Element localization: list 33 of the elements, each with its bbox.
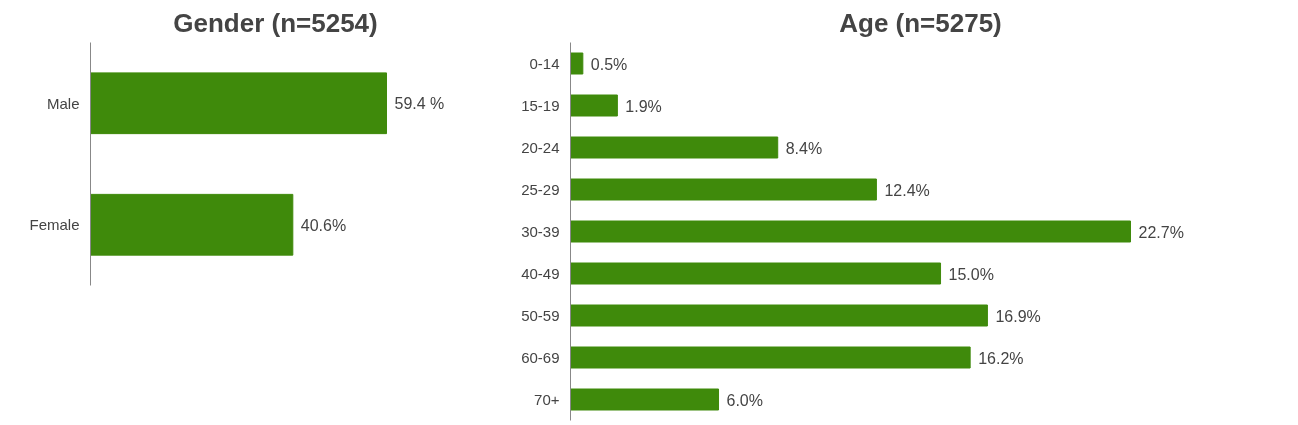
data-label: 12.4% xyxy=(884,181,930,199)
y-tick-label: 60-69 xyxy=(521,348,560,366)
bar xyxy=(570,94,618,117)
y-tick-label: 70+ xyxy=(534,390,560,408)
data-label: 22.7% xyxy=(1138,223,1184,241)
chart-title: Gender (n=5254) xyxy=(173,7,378,38)
bar xyxy=(570,388,720,411)
bar xyxy=(570,220,1131,243)
chart-title: Age (n=5275) xyxy=(839,7,1002,38)
y-tick-label: 20-24 xyxy=(521,138,560,156)
data-label: 16.2% xyxy=(978,349,1024,367)
data-label: 15.0% xyxy=(948,265,994,283)
y-tick-label: Male xyxy=(46,94,80,112)
data-label: 16.9% xyxy=(995,307,1041,325)
bar xyxy=(570,136,779,159)
data-label: 8.4% xyxy=(785,139,823,157)
bar xyxy=(570,178,877,201)
data-label: 0.5% xyxy=(590,55,628,73)
y-tick-label: 0-14 xyxy=(529,54,560,72)
bar xyxy=(570,304,988,327)
data-label: 6.0% xyxy=(726,391,763,409)
data-label: 40.6% xyxy=(300,216,347,234)
bar xyxy=(570,346,971,369)
bar xyxy=(570,262,942,285)
data-label: 59.4 % xyxy=(394,95,445,113)
y-tick-label: 15-19 xyxy=(521,96,560,114)
y-tick-label: 40-49 xyxy=(521,264,560,282)
y-tick-label: Female xyxy=(29,216,80,234)
bar xyxy=(570,52,584,75)
data-label: 1.9% xyxy=(625,97,662,115)
y-tick-label: 50-59 xyxy=(521,306,560,324)
y-tick-label: 25-29 xyxy=(521,180,560,198)
y-tick-label: 30-39 xyxy=(521,222,560,240)
